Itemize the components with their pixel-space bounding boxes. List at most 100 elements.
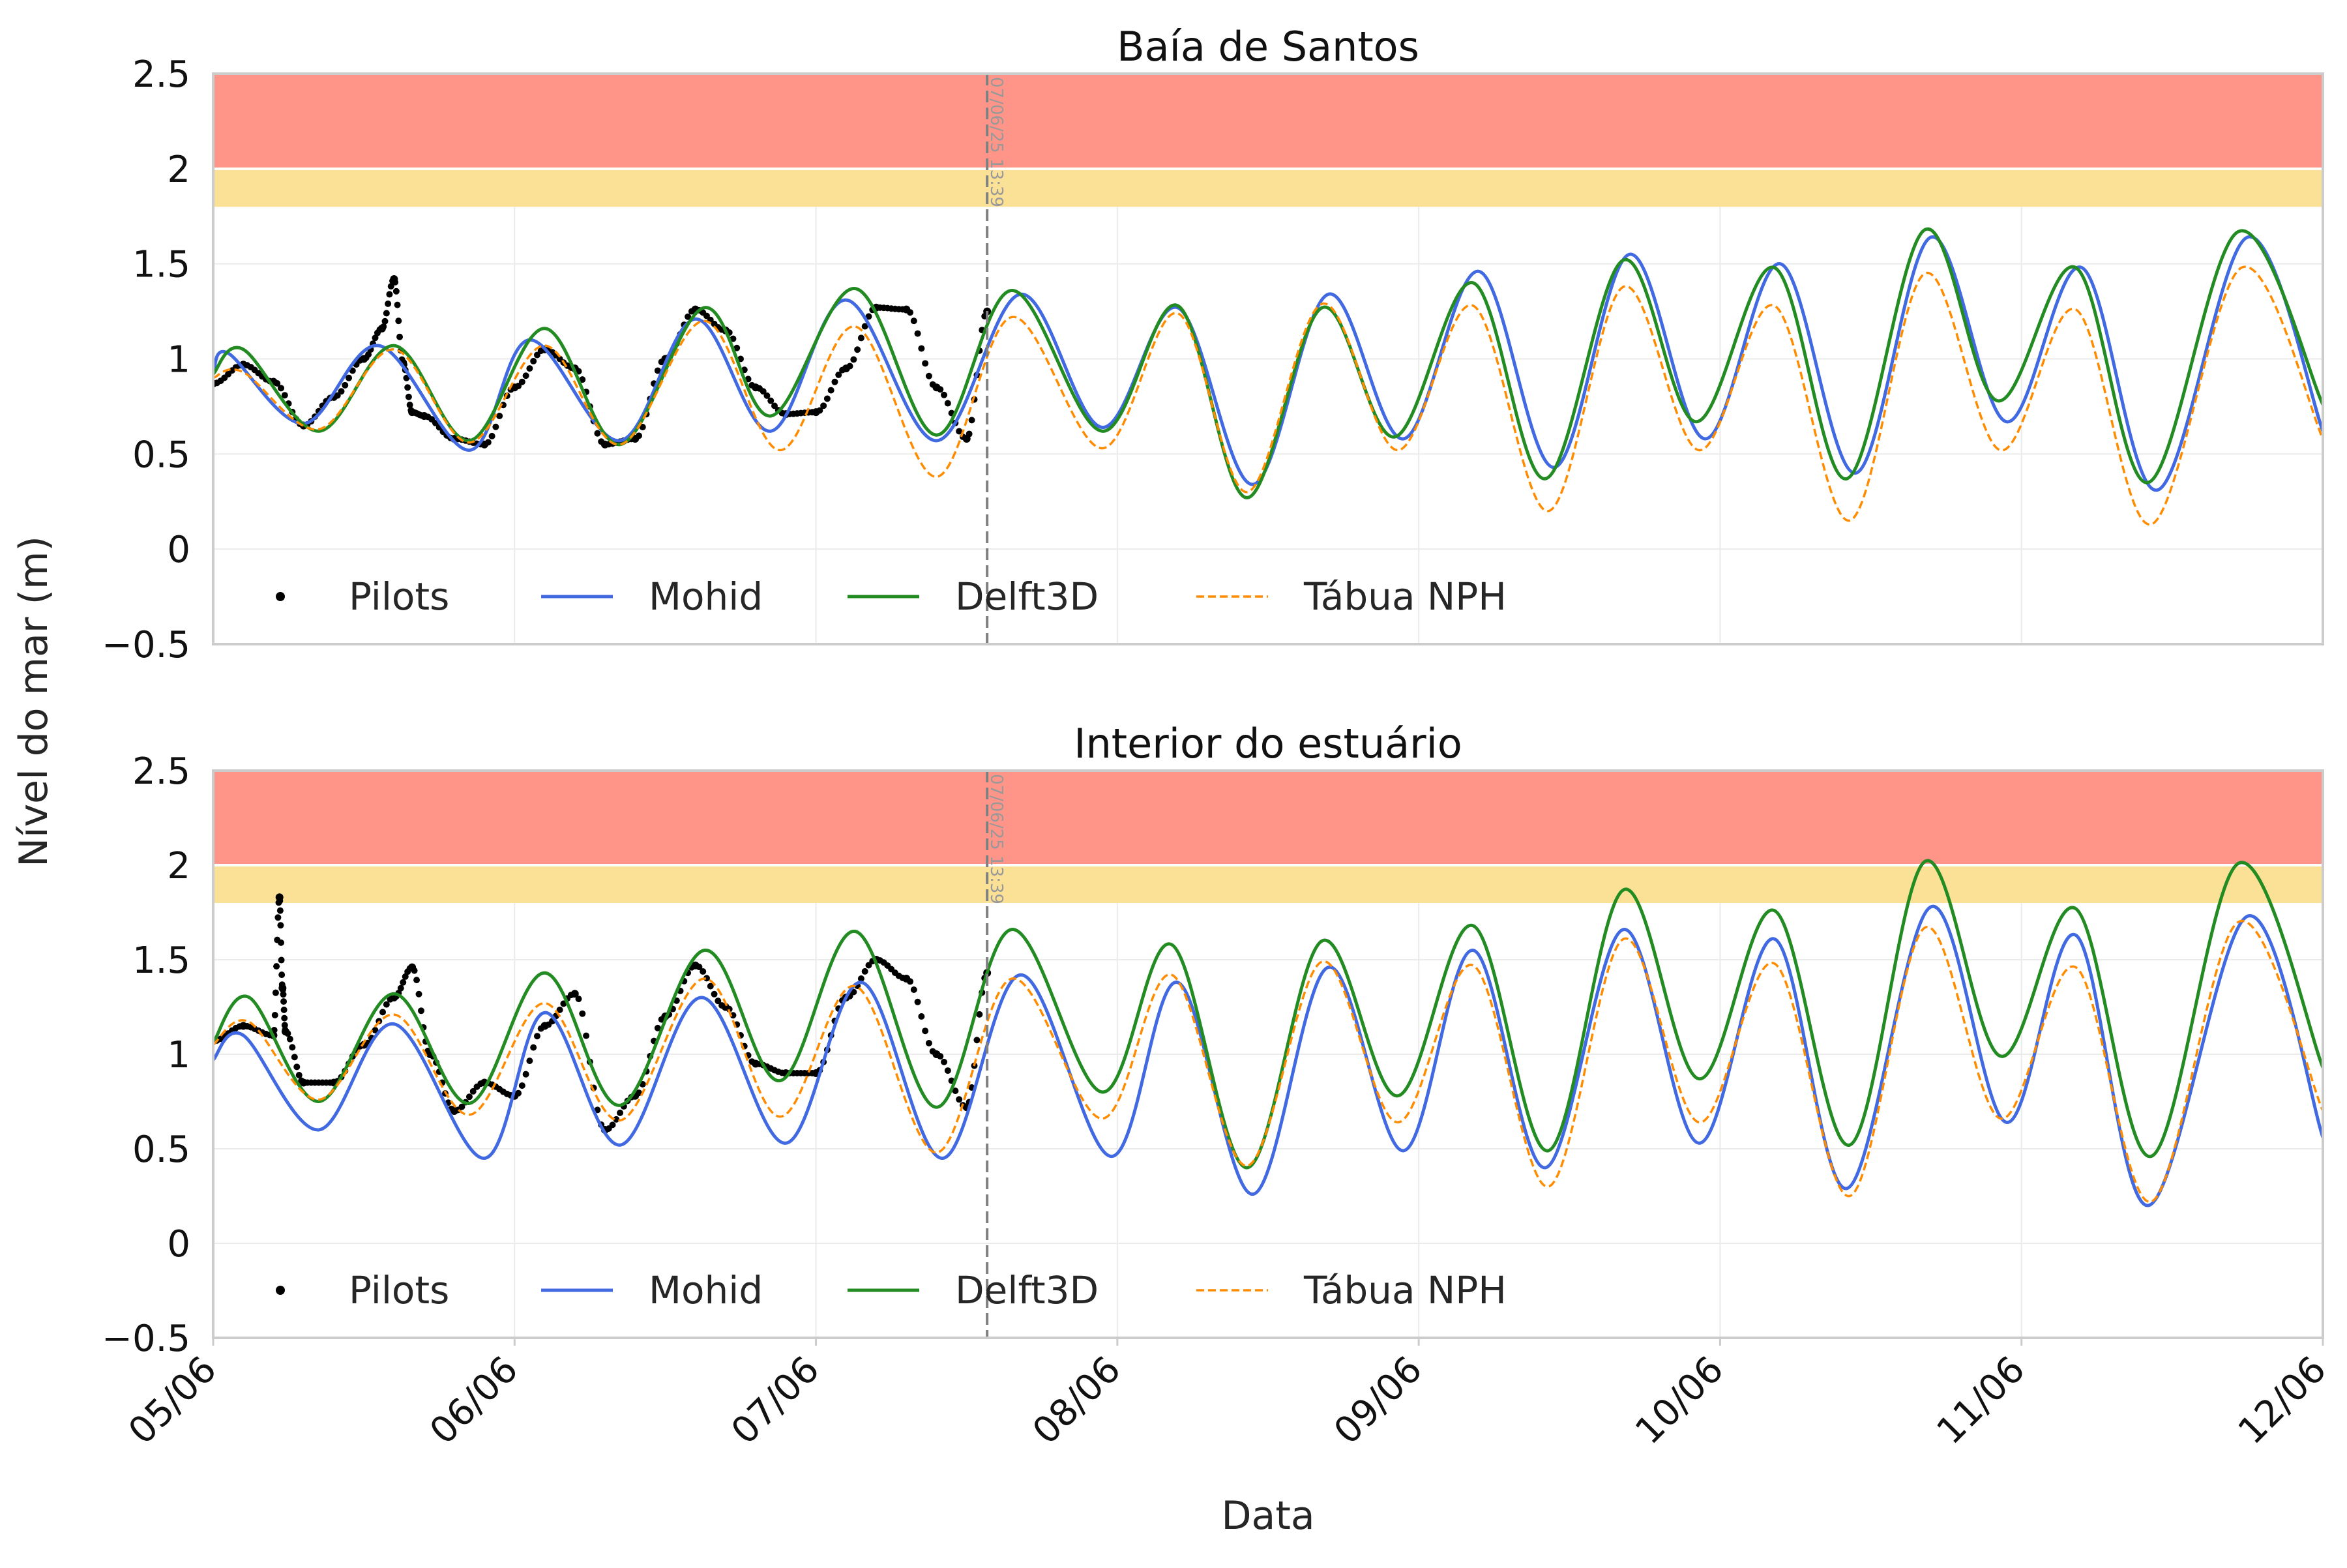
chart-panel-1: 07/06/25 13:39 −0.5 0 0.5 1 1.5 2 2.5 Baía de Sa…: [102, 23, 2324, 666]
pilots-point: [400, 979, 407, 986]
pilots-point: [458, 1103, 465, 1110]
pilots-point: [579, 376, 586, 383]
pilots-point: [583, 1032, 590, 1039]
y-tick-label: 2: [167, 149, 190, 191]
pilots-point: [763, 392, 771, 399]
band-danger: [213, 771, 2323, 865]
pilots-point: [518, 1082, 525, 1089]
pilots-point: [966, 430, 973, 437]
pilots-point: [469, 1087, 477, 1095]
legend: Pilots Mohid Delft3D Tábua NPH: [276, 574, 1507, 619]
pilots-point: [365, 351, 372, 358]
pilots-point: [417, 1007, 424, 1014]
pilots-point: [272, 989, 279, 996]
pilots-point: [405, 393, 412, 400]
x-tick-label: 10/06: [1627, 1348, 1732, 1453]
series-t-bua-nph: [213, 919, 2323, 1203]
legend: Pilots Mohid Delft3D Tábua NPH: [276, 1268, 1507, 1312]
pilots-point: [522, 1071, 529, 1078]
x-tick-label: 09/06: [1326, 1348, 1430, 1453]
x-tick-label: 12/06: [2230, 1348, 2335, 1453]
pilots-point: [279, 986, 286, 994]
legend-label: Mohid: [649, 1268, 763, 1312]
pilots-point: [922, 360, 929, 367]
pilots-point: [293, 1063, 301, 1071]
pilots-point: [392, 278, 399, 286]
pilots-point: [278, 939, 285, 946]
pilots-point: [973, 1037, 981, 1044]
pilots-point: [280, 991, 287, 998]
pilots-point: [861, 968, 868, 975]
pilots-point: [392, 288, 400, 295]
pilots-point: [956, 428, 963, 435]
y-tick-label: 1: [167, 339, 190, 381]
plot-frame: [212, 72, 2324, 645]
pilots-point: [278, 385, 285, 392]
pilots-point: [816, 407, 823, 414]
now-line-label: 07/06/25 13:39: [986, 77, 1006, 207]
pilots-point: [861, 323, 868, 330]
pilots-point: [846, 362, 853, 370]
pilots-point: [386, 291, 393, 298]
pilots-point: [617, 1109, 624, 1116]
chart-panels: 07/06/25 13:39 −0.5 0 0.5 1 1.5 2 2.5 Baía de Sa…: [102, 23, 2335, 1453]
pilots-point: [654, 1024, 661, 1031]
pilots-point: [526, 365, 533, 372]
y-tick-label: 0.5: [132, 1129, 190, 1171]
pilots-point: [278, 971, 286, 979]
pilots-point: [976, 1011, 983, 1018]
pilots-point: [372, 334, 379, 342]
pilots-point: [397, 984, 404, 992]
pilots-point: [918, 345, 925, 352]
pilots-point: [515, 383, 522, 390]
band-danger: [213, 74, 2323, 169]
y-tick-label: 2: [167, 845, 190, 887]
pilots-point: [907, 309, 914, 316]
pilots-point: [767, 397, 775, 404]
pilots-point: [383, 1001, 390, 1008]
pilots-point: [635, 1089, 642, 1097]
pilots-point: [402, 973, 409, 980]
legend-label: Pilots: [349, 1268, 449, 1312]
shared-y-axis-label: Nível do mar (m): [11, 536, 57, 867]
pilots-point: [274, 914, 282, 921]
pilots-point: [281, 1022, 288, 1029]
plot-frame: [212, 769, 2324, 1339]
x-tick-label: 11/06: [1929, 1348, 2033, 1453]
pilots-point: [289, 1044, 296, 1051]
series-mohid: [213, 905, 2323, 1207]
pilots-point: [635, 432, 642, 439]
legend-label: Delft3D: [955, 574, 1099, 619]
y-tick-label: 1.5: [132, 939, 190, 982]
pilots-point: [372, 1027, 379, 1034]
legend-marker-pilots: [276, 1286, 285, 1295]
pilots-point: [831, 378, 838, 385]
pilots-point: [910, 986, 917, 993]
pilots-point: [286, 1035, 293, 1043]
pilots-point: [276, 907, 284, 914]
legend-marker-pilots: [276, 592, 285, 601]
pilots-point: [703, 975, 710, 982]
pilots-point: [857, 334, 864, 342]
pilots-point: [276, 897, 284, 904]
pilots-point: [515, 1089, 522, 1097]
pilots-point: [925, 372, 932, 379]
pilots-point: [570, 990, 579, 998]
pilots-point: [865, 313, 872, 320]
pilots-point: [394, 301, 401, 308]
pilots-point: [937, 1053, 944, 1060]
pilots-point: [556, 1006, 563, 1013]
y-tick-label: 2.5: [132, 53, 190, 96]
pilots-point: [278, 956, 285, 964]
band-warning: [213, 865, 2323, 903]
pilots-point: [379, 1009, 387, 1016]
y-tick-label: 0.5: [132, 434, 190, 476]
pilots-point: [284, 1030, 291, 1037]
chart-panel-2: 07/06/25 13:39 −0.5 0 0.5 1 1.5 2 2.5 05/06 06/06…: [102, 720, 2335, 1453]
pilots-point: [406, 402, 413, 409]
y-tick-label: 0: [167, 1223, 190, 1265]
pilots-point: [941, 391, 948, 398]
pilots-point: [492, 423, 499, 430]
pilots-point: [291, 1054, 298, 1061]
